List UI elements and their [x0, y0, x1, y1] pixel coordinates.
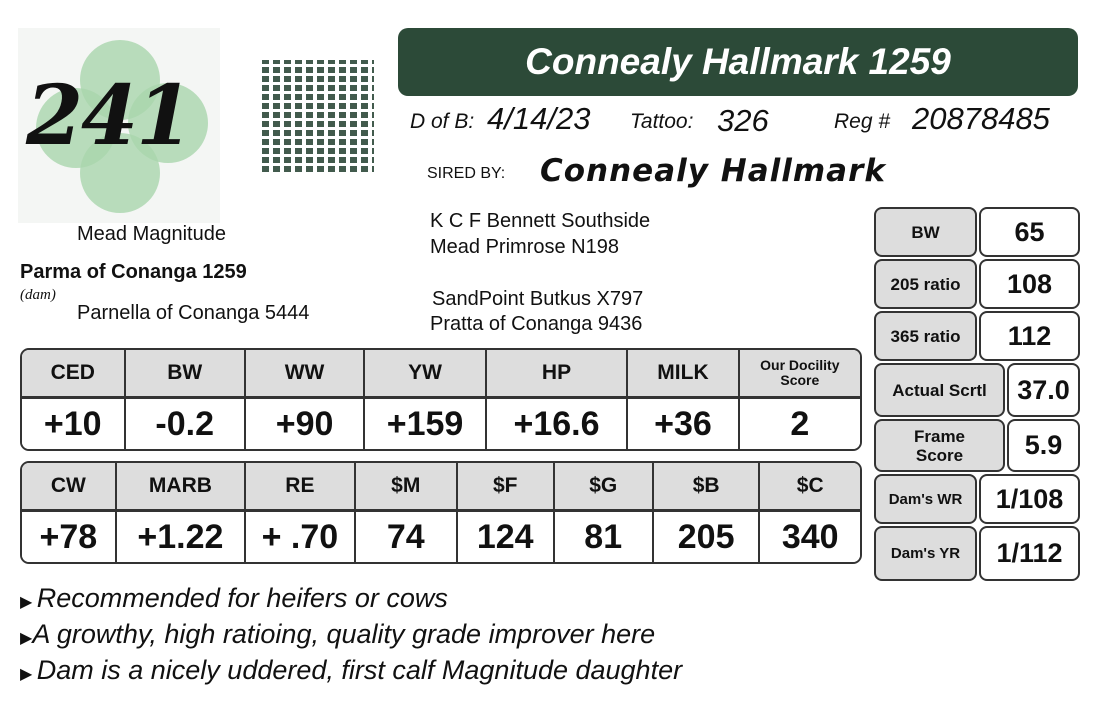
epd-header: $B — [653, 463, 761, 512]
stat-label: Actual Scrtl — [874, 363, 1005, 417]
shamrock-logo: 241 — [18, 28, 220, 223]
bullet-icon: ▶ — [20, 666, 37, 683]
dob-label: D of B: — [410, 110, 475, 133]
epd-value: -0.2 — [125, 399, 246, 449]
epd-value: +90 — [245, 399, 366, 449]
epd-header: BW — [125, 350, 246, 399]
lot-number: 241 — [26, 68, 193, 164]
sire-name: Connealy Hallmark — [540, 153, 886, 189]
epd-header: YW — [365, 350, 487, 399]
dob-value: 4/14/23 — [487, 101, 591, 136]
stat-value: 1/112 — [979, 526, 1080, 581]
dam-sire: Mead Magnitude — [77, 223, 226, 245]
epd-value: 205 — [653, 512, 761, 562]
stat-row: Dam's WR 1/108 — [874, 474, 1080, 524]
epd-value: +78 — [22, 512, 117, 562]
epd-value: 340 — [760, 512, 860, 562]
epd-header: CW — [22, 463, 117, 512]
stat-label: Dam's YR — [874, 526, 977, 581]
bullet-icon: ▶ — [20, 630, 33, 647]
stat-label: BW — [874, 207, 977, 257]
dam-sire-dam: Pratta of Conanga 9436 — [430, 313, 643, 335]
stat-row: Actual Scrtl 37.0 — [874, 363, 1080, 417]
stat-row: BW 65 — [874, 207, 1080, 257]
stat-value: 37.0 — [1007, 363, 1080, 417]
sired-by-label: SIRED BY: — [427, 165, 506, 182]
note-item: ▶A growthy, high ratioing, quality grade… — [20, 619, 656, 649]
stat-row: Dam's YR 1/112 — [874, 526, 1080, 581]
animal-name: Connealy Hallmark 1259 — [398, 28, 1078, 96]
dam-name: Parma of Conanga 1259 — [20, 261, 247, 283]
epd-value: +36 — [628, 399, 740, 449]
dam-dam: Parnella of Conanga 5444 — [77, 302, 310, 324]
epd-header: CED — [22, 350, 126, 399]
dam-sire-sire: SandPoint Butkus X797 — [432, 288, 644, 310]
epd-value: 2 — [739, 399, 860, 449]
qr-code[interactable] — [262, 60, 374, 172]
epd-header: $M — [355, 463, 458, 512]
epd-value: +1.22 — [116, 512, 247, 562]
reg-value: 20878485 — [912, 101, 1050, 136]
epd-header: HP — [486, 350, 629, 399]
epd-header: MILK — [628, 350, 740, 399]
stat-value: 1/108 — [979, 474, 1080, 524]
stat-label: 365 ratio — [874, 311, 977, 361]
stat-value: 108 — [979, 259, 1080, 309]
performance-panel: BW 65 205 ratio 108 365 ratio 112 Actual Sc… — [874, 207, 1080, 583]
epd-header: $G — [554, 463, 654, 512]
epd-table-2: CW MARB RE $M $F $G $B $C +78 +1.22 + .7… — [20, 461, 862, 564]
epd-header: WW — [245, 350, 366, 399]
dam-label: (dam) — [20, 287, 56, 303]
sire-dam: Mead Primrose N198 — [430, 236, 619, 258]
stat-value: 112 — [979, 311, 1080, 361]
epd-value: +16.6 — [486, 399, 629, 449]
stat-row: 365 ratio 112 — [874, 311, 1080, 361]
stat-label: 205 ratio — [874, 259, 977, 309]
epd-header: RE — [246, 463, 356, 512]
epd-header: MARB — [116, 463, 247, 512]
sire-sire: K C F Bennett Southside — [430, 210, 651, 232]
stat-row: 205 ratio 108 — [874, 259, 1080, 309]
epd-table-1: CED BW WW YW HP MILK Our Docility Score … — [20, 348, 862, 451]
note-item: ▶ Dam is a nicely uddered, first calf Ma… — [20, 655, 683, 685]
epd-value: 81 — [554, 512, 654, 562]
tattoo-label: Tattoo: — [630, 110, 694, 133]
note-item: ▶ Recommended for heifers or cows — [20, 583, 448, 613]
stat-value: 5.9 — [1007, 419, 1080, 472]
epd-header: $C — [760, 463, 860, 512]
epd-value: 74 — [355, 512, 458, 562]
epd-value: +159 — [365, 399, 487, 449]
bullet-icon: ▶ — [20, 594, 37, 611]
stat-label: Dam's WR — [874, 474, 977, 524]
stat-label: Frame Score — [874, 419, 1005, 472]
stat-row: Frame Score 5.9 — [874, 419, 1080, 472]
epd-value: +10 — [22, 399, 126, 449]
epd-value: 124 — [457, 512, 555, 562]
reg-label: Reg # — [834, 110, 891, 133]
epd-value: + .70 — [246, 512, 356, 562]
tattoo-value: 326 — [717, 103, 769, 138]
stat-value: 65 — [979, 207, 1080, 257]
epd-header: $F — [457, 463, 555, 512]
epd-header: Our Docility Score — [739, 350, 860, 399]
